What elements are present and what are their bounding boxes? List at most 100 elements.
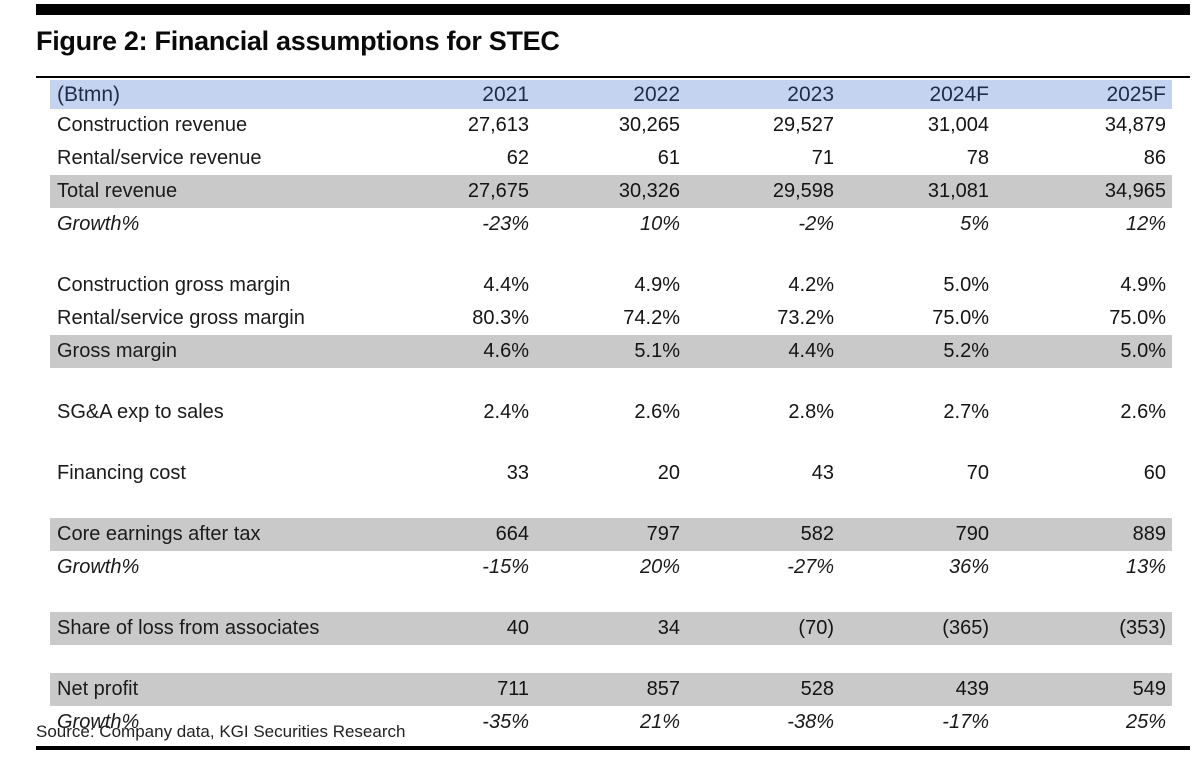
row-label: Growth%	[57, 556, 140, 578]
value-cell: 10%	[639, 213, 680, 235]
year-header-2025f: 2025F	[995, 80, 1172, 109]
value-cell: 582	[686, 518, 840, 551]
value-cell: 74.2%	[623, 307, 680, 329]
value-cell: 86	[1143, 147, 1166, 169]
spacer-row	[50, 645, 1172, 673]
table-row: Rental/service gross margin 80.3% 74.2% 73.…	[50, 302, 1172, 335]
spacer-cell	[50, 584, 1172, 612]
spacer-row	[50, 490, 1172, 518]
value-cell: -27%	[787, 556, 834, 578]
source-note: Source: Company data, KGI Securities Res…	[36, 722, 406, 741]
value-cell: 78	[966, 147, 989, 169]
value-cell: 25%	[1125, 711, 1166, 733]
value-cell: 27,613	[467, 114, 529, 136]
value-cell: 80.3%	[472, 307, 529, 329]
value-cell: 4.4%	[483, 274, 529, 296]
value-cell: 61	[657, 147, 680, 169]
value-cell: 31,004	[927, 114, 989, 136]
spacer-cell	[50, 429, 1172, 457]
value-cell: 790	[840, 518, 995, 551]
table-row: Construction revenue 27,613 30,265 29,527 31…	[50, 109, 1172, 142]
value-cell: 27,675	[385, 175, 535, 208]
value-cell: 4.9%	[1120, 274, 1166, 296]
value-cell: -2%	[798, 213, 834, 235]
spacer-cell	[50, 241, 1172, 269]
value-cell: 711	[385, 673, 535, 706]
value-cell: 31,081	[840, 175, 995, 208]
value-cell: -17%	[942, 711, 989, 733]
value-cell: 33	[506, 462, 529, 484]
value-cell: 60	[1143, 462, 1166, 484]
value-cell: 13%	[1125, 556, 1166, 578]
financial-assumptions-table: (Btmn) 2021 2022 2023 2024F 2025F Constr…	[50, 80, 1172, 739]
top-divider-bar	[36, 4, 1190, 15]
value-cell: 34	[535, 612, 686, 645]
value-cell: 30,326	[535, 175, 686, 208]
value-cell: 29,598	[686, 175, 840, 208]
row-label: Growth%	[57, 213, 140, 235]
value-cell: 2.6%	[634, 401, 680, 423]
row-label: Net profit	[50, 673, 385, 706]
value-cell: 5.2%	[840, 335, 995, 368]
value-cell: 29,527	[772, 114, 834, 136]
row-label: Core earnings after tax	[50, 518, 385, 551]
spacer-cell	[50, 490, 1172, 518]
value-cell: 4.2%	[788, 274, 834, 296]
spacer-row	[50, 429, 1172, 457]
value-cell: 73.2%	[777, 307, 834, 329]
year-header-2022: 2022	[535, 80, 686, 109]
value-cell: 4.4%	[686, 335, 840, 368]
value-cell: 889	[995, 518, 1172, 551]
row-label: Construction gross margin	[57, 274, 291, 296]
value-cell: 43	[811, 462, 834, 484]
row-label: SG&A exp to sales	[57, 401, 224, 423]
table-row: Rental/service revenue 62 61 71 78 86	[50, 142, 1172, 175]
table-row: SG&A exp to sales 2.4% 2.6% 2.8% 2.7% 2.6%	[50, 396, 1172, 429]
table-row: Growth% -23% 10% -2% 5% 12%	[50, 208, 1172, 241]
value-cell: 2.8%	[788, 401, 834, 423]
year-header-2024f: 2024F	[840, 80, 995, 109]
value-cell: 5.0%	[943, 274, 989, 296]
value-cell: 5.0%	[995, 335, 1172, 368]
header-row: (Btmn) 2021 2022 2023 2024F 2025F	[50, 80, 1172, 109]
table-row: Gross margin 4.6% 5.1% 4.4% 5.2% 5.0%	[50, 335, 1172, 368]
value-cell: 20%	[639, 556, 680, 578]
value-cell: 5%	[960, 213, 989, 235]
row-label: Construction revenue	[57, 114, 248, 136]
value-cell: (365)	[840, 612, 995, 645]
value-cell: 5.1%	[535, 335, 686, 368]
row-label: Financing cost	[57, 462, 186, 484]
value-cell: 36%	[948, 556, 989, 578]
value-cell: 71	[811, 147, 834, 169]
value-cell: 857	[535, 673, 686, 706]
table-row: Net profit 711 857 528 439 549	[50, 673, 1172, 706]
spacer-row	[50, 241, 1172, 269]
figure-title: Figure 2: Financial assumptions for STEC	[36, 26, 560, 56]
spacer-cell	[50, 645, 1172, 673]
row-label: Total revenue	[50, 175, 385, 208]
value-cell: (353)	[995, 612, 1172, 645]
table-row: Construction gross margin 4.4% 4.9% 4.2% 5.0…	[50, 269, 1172, 302]
spacer-row	[50, 368, 1172, 396]
value-cell: 439	[840, 673, 995, 706]
table-row: Total revenue 27,675 30,326 29,598 31,081 34,…	[50, 175, 1172, 208]
row-label: Growth%	[57, 711, 140, 733]
value-cell: 21%	[639, 711, 680, 733]
financial-table-block: (Btmn) 2021 2022 2023 2024F 2025F Constr…	[36, 76, 1190, 750]
row-label: Rental/service gross margin	[57, 307, 305, 329]
value-cell: 528	[686, 673, 840, 706]
value-cell: 62	[506, 147, 529, 169]
value-cell: 2.6%	[1120, 401, 1166, 423]
value-cell: 664	[385, 518, 535, 551]
value-cell: -23%	[482, 213, 529, 235]
value-cell: 2.7%	[943, 401, 989, 423]
value-cell: 4.9%	[634, 274, 680, 296]
value-cell: -38%	[787, 711, 834, 733]
table-row: Growth% -15% 20% -27% 36% 13%	[50, 551, 1172, 584]
value-cell: 797	[535, 518, 686, 551]
value-cell: 40	[385, 612, 535, 645]
table-row: Growth% -35% 21% -38% -17% 25%	[50, 706, 1172, 739]
value-cell: 549	[995, 673, 1172, 706]
spacer-row	[50, 584, 1172, 612]
